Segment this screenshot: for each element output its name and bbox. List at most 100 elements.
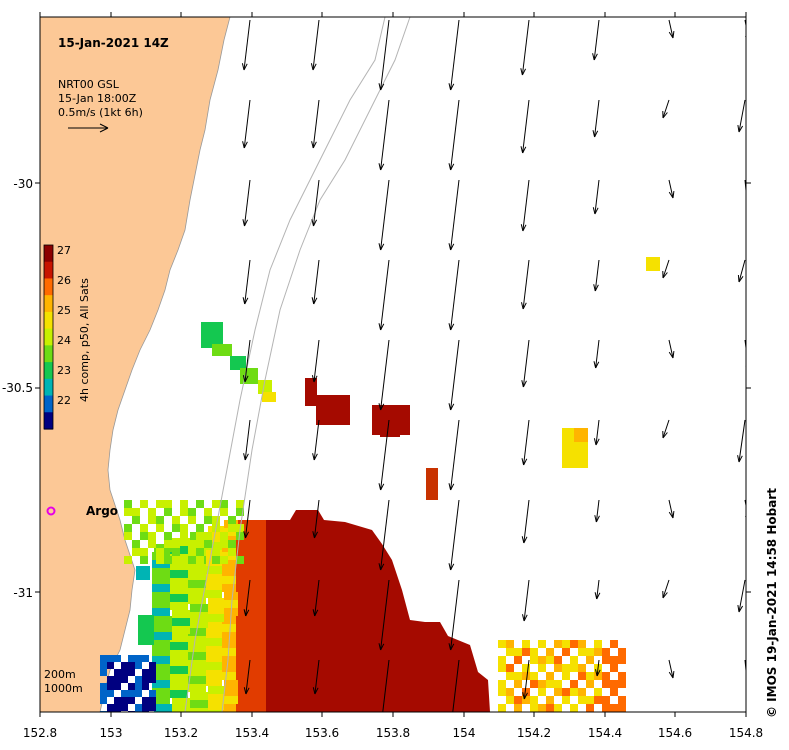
sst-pixel [222,624,236,632]
sst-pixel [586,680,594,688]
sst-pixel [114,697,121,704]
sst-pixel [154,624,172,632]
colorbar-swatch [44,345,53,363]
x-tick-label: 154 [453,726,476,740]
sst-pixel [570,688,578,696]
current-vector-arrow [312,579,320,617]
sst-pixel [570,640,578,648]
colorbar-swatch [44,362,53,380]
sst-pixel [538,680,546,688]
sst-pixel [128,697,135,704]
sst-pixel [602,648,610,656]
sst-pixel [530,696,538,704]
current-vector-arrow [595,659,601,677]
sst-pixel [188,636,206,644]
sst-pixel [170,586,188,594]
sst-pixel [152,592,170,600]
sst-pixel [546,704,554,712]
sst-pixel [222,672,236,680]
sst-pixel [100,690,107,697]
current-vector-arrow [521,499,530,544]
sst-pixel [546,696,554,704]
sst-pixel [107,683,114,690]
sst-pixel [164,508,172,516]
current-vector-arrow [311,179,320,227]
current-vector-arrow [243,499,251,539]
current-vector-arrow [594,499,600,523]
sst-pixel [188,572,206,580]
current-vector-arrow [242,339,251,383]
x-tick-label: 153.2 [164,726,198,740]
sst-pixel [206,590,222,598]
sst-pixel [114,704,121,711]
sst-pixel [152,680,170,688]
sst-pixel [594,672,602,680]
sst-pixel [530,656,538,664]
sst-pixel [124,556,132,564]
sst-pixel [574,428,588,442]
sst-pixel [142,676,149,683]
sst-pixel [152,584,170,592]
sst-pixel [114,655,121,662]
sst-pixel [224,688,238,696]
sst-pixel [196,556,204,564]
sst-pixel [206,710,222,712]
sst-pixel [100,669,107,676]
x-tick-label: 153.6 [305,726,339,740]
sst-pixel [570,704,578,712]
sst-pixel [188,516,196,524]
sst-pixel [546,680,554,688]
sst-pixel [154,632,172,640]
sst-pixel [646,257,660,271]
current-vector-arrow [737,259,746,283]
sst-pixel [172,540,180,548]
sst-pixel [506,672,514,680]
sst-pixel [124,508,132,516]
sst-pixel [204,540,212,548]
sst-pixel [206,662,222,670]
sst-pixel [546,648,554,656]
sst-pixel [538,640,546,648]
argo-marker-icon[interactable] [46,506,56,516]
current-vector-arrow [312,659,320,695]
sst-pixel [610,704,618,712]
sst-pixel [124,532,132,540]
colorbar-swatch [44,378,53,397]
x-tick-label: 154.4 [588,726,622,740]
sst-pixel [152,656,170,664]
sst-pixel [196,524,204,532]
sst-pixel [206,678,222,686]
sst-pixel [172,538,190,546]
colorbar-swatch [44,328,53,346]
map-title: 15-Jan-2021 14Z [58,36,169,50]
sst-pixel [498,656,506,664]
sst-pixel [562,688,570,696]
colorbar-swatch [44,311,53,330]
sst-pixel [152,568,170,576]
x-tick-label: 153 [100,726,123,740]
sst-pixel [594,640,602,648]
sst-pixel [236,556,244,564]
sst-pixel [498,664,506,672]
sst-pixel [222,576,236,584]
current-vector-arrow [448,179,460,251]
sst-pixel [135,704,142,711]
bathymetry-contours [184,17,411,712]
sst-pixel [236,532,244,540]
y-tick-label: -30 [13,177,33,191]
sst-pixel [610,656,618,664]
current-vector-arrow [382,659,390,712]
sst-pixel [188,564,206,572]
sst-pixel [152,664,170,672]
sst-pixel [135,655,142,662]
sst-pixel [586,704,594,712]
current-vector-arrow [737,419,746,463]
sst-pixel [135,662,142,669]
sst-pixel [152,608,170,616]
sst-pixel [196,548,204,556]
sst-pixel [206,566,222,574]
sst-pixel [188,540,206,548]
colorbar-swatch [44,261,53,280]
current-vectors [241,19,746,712]
sst-pixel [170,642,188,650]
